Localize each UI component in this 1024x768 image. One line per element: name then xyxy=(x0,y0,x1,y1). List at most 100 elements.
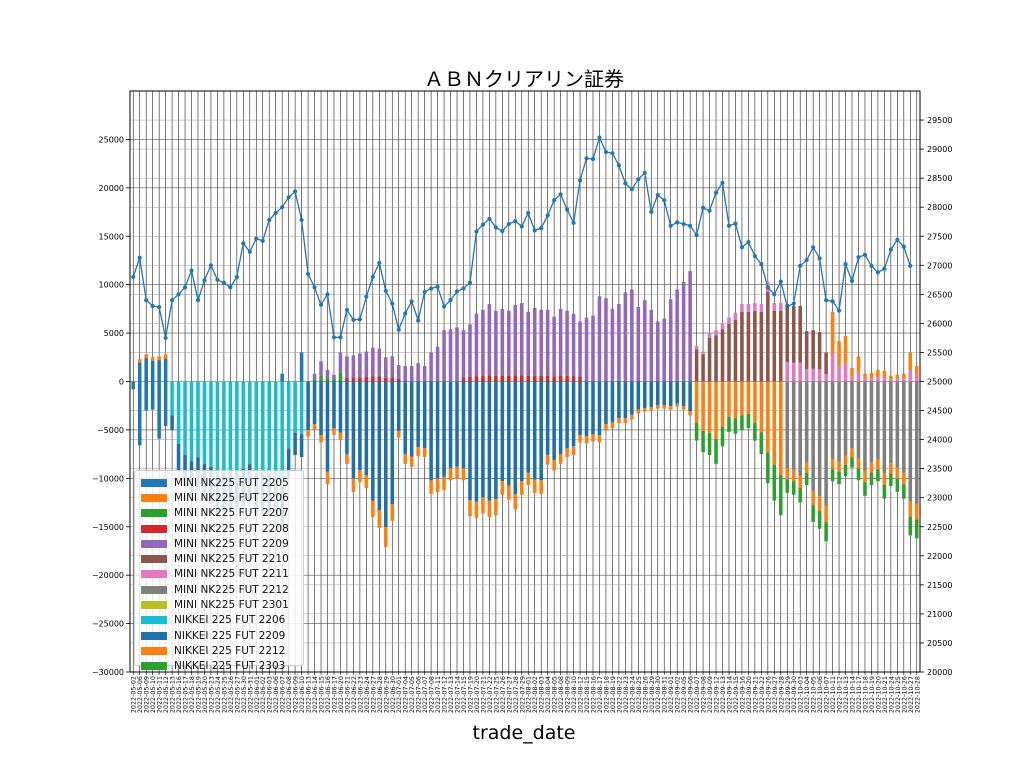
bar-segment xyxy=(481,309,485,376)
bar-segment xyxy=(494,381,498,500)
bar-segment xyxy=(701,351,705,355)
bar-segment xyxy=(869,372,874,379)
price-point xyxy=(759,262,764,267)
y-tick-label: 0 xyxy=(119,378,124,387)
price-point xyxy=(811,245,816,250)
bar-segment xyxy=(707,381,712,434)
bar-segment xyxy=(260,381,265,474)
y2-tick-label: 23000 xyxy=(927,494,952,503)
bar-segment xyxy=(358,381,362,471)
price-point xyxy=(487,216,492,221)
price-point xyxy=(403,311,408,316)
bar-segment xyxy=(817,381,822,497)
y-tick-label: −25000 xyxy=(92,620,124,629)
x-tick-label: 2022-06-01 xyxy=(253,676,261,713)
x-tick-label: 2022-08-02 xyxy=(531,676,539,713)
price-point xyxy=(293,189,298,194)
bar-segment xyxy=(850,367,854,377)
bar-segment xyxy=(539,480,543,494)
axes: −30000 −25000 −20000 −15000 −10000 −5000 0 5000… xyxy=(92,90,952,713)
x-tick-label: 2022-05-10 xyxy=(149,676,157,713)
bar-segment xyxy=(753,303,757,311)
bar-segment xyxy=(358,470,362,483)
bar-segment xyxy=(144,358,148,382)
x-tick-label: 2022-06-03 xyxy=(266,676,274,713)
bar-segment xyxy=(759,432,764,455)
x-tick-label: 2022-05-17 xyxy=(182,676,190,713)
price-point xyxy=(694,232,699,238)
x-tick-label: 2022-05-11 xyxy=(156,676,164,713)
bar-segment xyxy=(351,355,356,378)
price-point xyxy=(830,299,835,304)
bar-segment xyxy=(170,381,174,416)
bar-segment xyxy=(377,348,382,377)
bar-segment xyxy=(552,381,556,460)
price-point xyxy=(409,299,414,304)
x-tick-label: 2022-09-09 xyxy=(706,676,714,713)
bar-segment xyxy=(539,309,543,376)
price-point xyxy=(610,151,615,156)
y2-tick-label: 27000 xyxy=(927,261,952,270)
bar-segment xyxy=(811,491,815,506)
x-tick-label: 2022-07-26 xyxy=(499,676,507,713)
y2-tick-label: 21500 xyxy=(927,581,952,590)
bar-segment xyxy=(494,310,498,376)
bar-segment xyxy=(481,381,485,498)
bar-segment xyxy=(727,381,731,417)
x-tick-label: 2022-07-21 xyxy=(479,676,487,713)
price-point xyxy=(888,247,893,252)
x-tick-label: 2022-09-22 xyxy=(758,676,766,713)
x-tick-label: 2022-10-11 xyxy=(829,676,837,713)
x-tick-label: 2022-05-30 xyxy=(240,676,248,713)
bar-segment xyxy=(843,363,848,382)
bar-segment xyxy=(759,304,764,312)
bar-segment xyxy=(798,488,802,503)
bar-segment xyxy=(636,381,641,410)
bar-segment xyxy=(409,381,414,457)
x-tick-label: 2022-06-08 xyxy=(285,676,293,713)
bar-segment xyxy=(785,468,790,480)
bar-segment xyxy=(688,381,692,412)
bar-segment xyxy=(390,356,395,378)
bar-segment xyxy=(448,468,453,481)
bar-segment xyxy=(804,368,809,382)
price-point xyxy=(882,266,887,271)
bar-segment xyxy=(889,473,893,487)
bar-segment xyxy=(494,499,498,516)
bar-segment xyxy=(630,414,634,420)
bar-segment xyxy=(487,304,492,376)
y-tick-label: 15000 xyxy=(99,232,124,241)
bar-segment xyxy=(390,377,395,382)
bar-segment xyxy=(714,439,718,464)
bar-segment xyxy=(863,378,867,382)
bar-segment xyxy=(902,373,906,379)
bar-segment xyxy=(519,375,524,382)
y2-tick-label: 27500 xyxy=(927,232,952,241)
x-tick-label: 2022-05-31 xyxy=(246,676,254,713)
bar-segment xyxy=(280,373,284,382)
price-point xyxy=(603,149,609,155)
bar-segment xyxy=(895,381,900,468)
x-tick-label: 2022-10-27 xyxy=(907,676,915,713)
bar-segment xyxy=(144,354,148,359)
price-point xyxy=(552,198,557,203)
x-tick-label: 2022-06-27 xyxy=(369,676,377,713)
bar-segment xyxy=(319,375,323,382)
price-point xyxy=(474,229,479,234)
bar-segment xyxy=(701,354,705,382)
price-point xyxy=(584,156,589,161)
bar-segment xyxy=(804,381,809,463)
bar-segment xyxy=(364,381,369,476)
x-tick-label: 2022-09-01 xyxy=(667,676,675,713)
price-point xyxy=(189,268,194,273)
bar-segment xyxy=(299,352,304,382)
bar-segment xyxy=(157,360,161,382)
x-tick-label: 2022-08-08 xyxy=(557,676,565,713)
price-point xyxy=(480,222,486,227)
legend-label: MINI NK225 FUT 2207 xyxy=(174,507,289,520)
bar-segment xyxy=(804,462,809,473)
bar-segment xyxy=(338,352,343,373)
bar-segment xyxy=(513,493,518,510)
x-tick-label: 2022-08-16 xyxy=(589,676,597,713)
y2-tick-label: 28000 xyxy=(927,203,952,212)
